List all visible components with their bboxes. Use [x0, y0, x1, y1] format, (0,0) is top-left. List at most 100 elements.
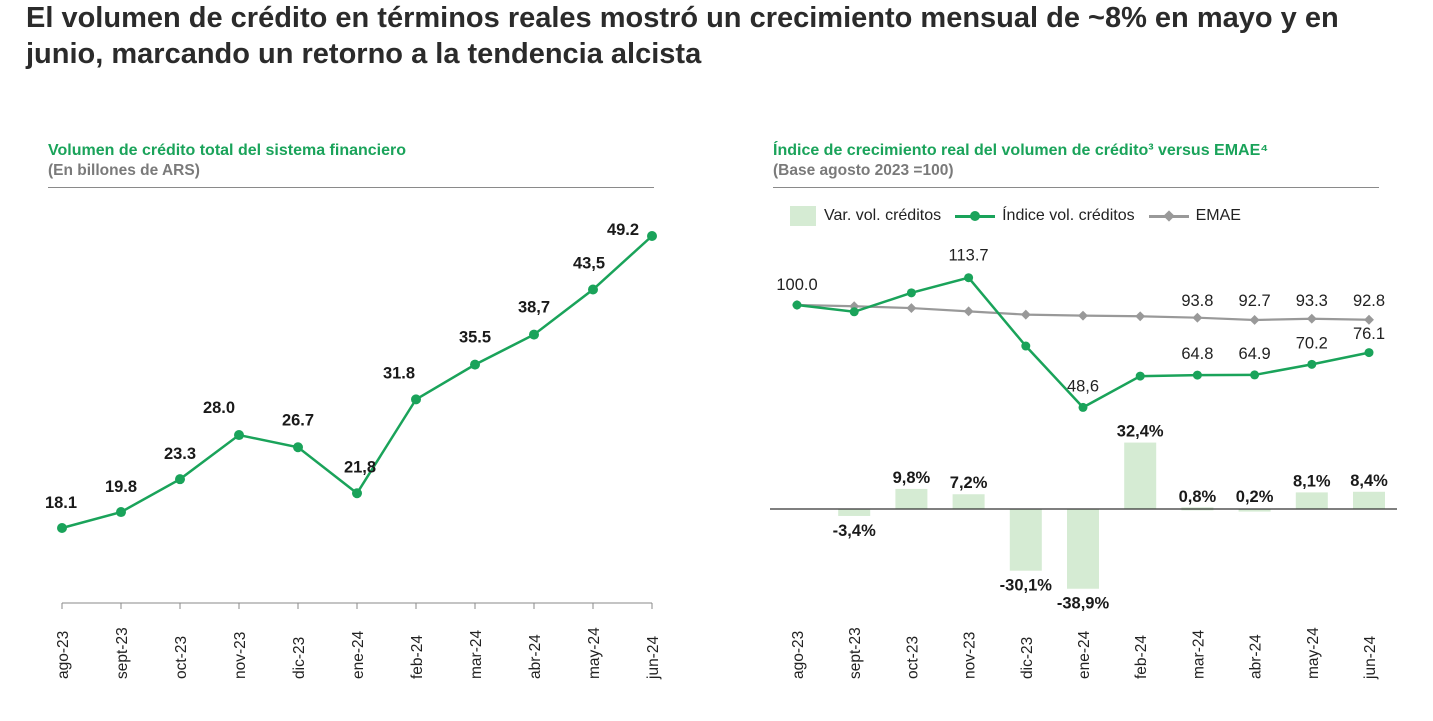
left-x-tick-label: jun-24 — [645, 636, 662, 680]
left-data-label: 28.0 — [203, 399, 235, 417]
right-emae-point — [1364, 314, 1374, 325]
legend-swatch-bars — [790, 206, 816, 226]
right-emae-point — [906, 303, 917, 314]
right-index-label: 100.0 — [776, 276, 817, 294]
left-data-label: 19.8 — [105, 478, 137, 496]
right-index-point — [1307, 359, 1317, 369]
right-index-label: 48,6 — [1067, 377, 1099, 395]
right-emae-point — [1192, 312, 1203, 323]
right-bar — [838, 509, 871, 516]
left-data-label: 26.7 — [282, 411, 314, 429]
legend-swatch-emae — [1148, 209, 1189, 222]
left-data-label: 23.3 — [164, 445, 196, 463]
left-data-point — [293, 442, 303, 453]
left-data-label: 38,7 — [518, 299, 550, 317]
left-x-tick-label: mar-24 — [468, 630, 485, 679]
right-x-tick-label: oct-23 — [904, 636, 921, 679]
right-x-tick-label: sept-23 — [847, 627, 864, 679]
legend-label-index: Índice vol. créditos — [1002, 207, 1135, 224]
left-x-tick-label: ago-23 — [55, 631, 72, 679]
legend-item-emae: EMAE — [1148, 207, 1241, 225]
left-chart-rule — [48, 187, 654, 188]
right-emae-point — [1078, 310, 1088, 321]
right-x-tick-label: ago-23 — [790, 631, 807, 679]
right-emae-label: 93.8 — [1181, 292, 1213, 310]
right-emae-label: 92.7 — [1239, 292, 1271, 310]
right-x-tick-label: abr-24 — [1248, 634, 1265, 679]
right-emae-point — [1135, 311, 1146, 322]
right-index-point — [1250, 370, 1260, 380]
right-bar — [1067, 509, 1099, 589]
left-x-tick-label: oct-23 — [173, 636, 190, 679]
left-data-point — [411, 394, 421, 405]
page-title: El volumen de crédito en términos reales… — [26, 2, 1339, 70]
right-bar-label: 8,1% — [1293, 472, 1331, 490]
right-bar-label: 9,8% — [893, 469, 931, 487]
left-chart-title: Volumen de crédito total del sistema fin… — [48, 142, 407, 159]
right-bar — [1124, 442, 1157, 509]
right-index-label: 70.2 — [1296, 334, 1328, 352]
left-data-label: 43,5 — [573, 255, 605, 273]
legend-label-bars: Var. vol. créditos — [824, 207, 942, 224]
right-emae-point — [1249, 315, 1260, 325]
left-data-label: 21,8 — [344, 458, 376, 476]
right-index-point — [1192, 370, 1202, 380]
right-index-point — [1078, 402, 1088, 412]
left-data-label: 35.5 — [459, 329, 491, 347]
right-emae-point — [1306, 313, 1317, 324]
left-data-label: 31.8 — [383, 364, 415, 382]
right-x-tick-label: jun-24 — [1362, 636, 1379, 680]
right-bar — [1009, 509, 1042, 571]
left-data-label: 49.2 — [607, 221, 639, 239]
left-data-point — [647, 231, 657, 241]
right-x-tick-label: may-24 — [1305, 627, 1322, 679]
right-index-label: 64.8 — [1181, 345, 1213, 363]
legend-item-bars: Var. vol. créditos — [790, 206, 941, 226]
right-bar-label: 0,2% — [1236, 488, 1274, 506]
right-emae-point — [963, 306, 974, 317]
left-data-point — [529, 329, 539, 340]
right-bar-label: -3,4% — [833, 522, 876, 540]
left-x-tick-label: feb-24 — [409, 635, 426, 679]
right-index-label: 64.9 — [1239, 345, 1271, 363]
left-chart-subtitle: (En billones de ARS) — [48, 162, 200, 179]
right-index-point — [1364, 348, 1374, 358]
right-bar — [895, 488, 928, 509]
right-bar-label: 32,4% — [1117, 423, 1164, 441]
right-emae-label: 92.8 — [1353, 292, 1385, 310]
left-data-label: 18.1 — [45, 494, 77, 512]
right-x-tick-label: feb-24 — [1133, 635, 1150, 679]
right-bar-label: 8,4% — [1350, 472, 1388, 490]
legend-label-emae: EMAE — [1195, 207, 1241, 224]
right-x-tick-label: dic-23 — [1019, 637, 1036, 679]
left-data-point — [470, 359, 480, 370]
left-data-point — [57, 523, 67, 533]
legend-swatch-index — [955, 210, 996, 221]
legend-item-index: Índice vol. créditos — [955, 207, 1135, 225]
left-data-point — [234, 430, 244, 441]
right-bar-label: -30,1% — [1000, 577, 1053, 595]
right-x-tick-label: ene-24 — [1076, 630, 1093, 679]
right-chart-legend: Var. vol. créditos Índice vol. créditos … — [790, 206, 1255, 226]
left-x-tick-label: abr-24 — [527, 634, 544, 679]
left-data-point — [175, 474, 185, 485]
right-index-label: 76.1 — [1353, 325, 1385, 343]
left-x-tick-label: nov-23 — [232, 632, 249, 679]
right-index-point — [1021, 341, 1031, 351]
right-bar-label: 0,8% — [1179, 488, 1217, 506]
left-data-point — [588, 284, 598, 295]
right-x-tick-label: nov-23 — [962, 632, 979, 679]
right-bar-label: 7,2% — [950, 474, 988, 492]
right-bar — [1353, 491, 1385, 509]
right-index-point — [1135, 371, 1145, 381]
right-index-label: 113.7 — [949, 247, 989, 265]
right-emae-point — [1020, 309, 1031, 320]
right-index-point — [964, 273, 974, 283]
left-x-tick-label: dic-23 — [291, 637, 308, 679]
left-data-point — [116, 507, 126, 518]
right-bar-label: -38,9% — [1057, 595, 1110, 613]
right-chart-rule — [773, 187, 1379, 188]
right-index-point — [849, 307, 859, 317]
left-x-tick-label: may-24 — [586, 627, 603, 679]
